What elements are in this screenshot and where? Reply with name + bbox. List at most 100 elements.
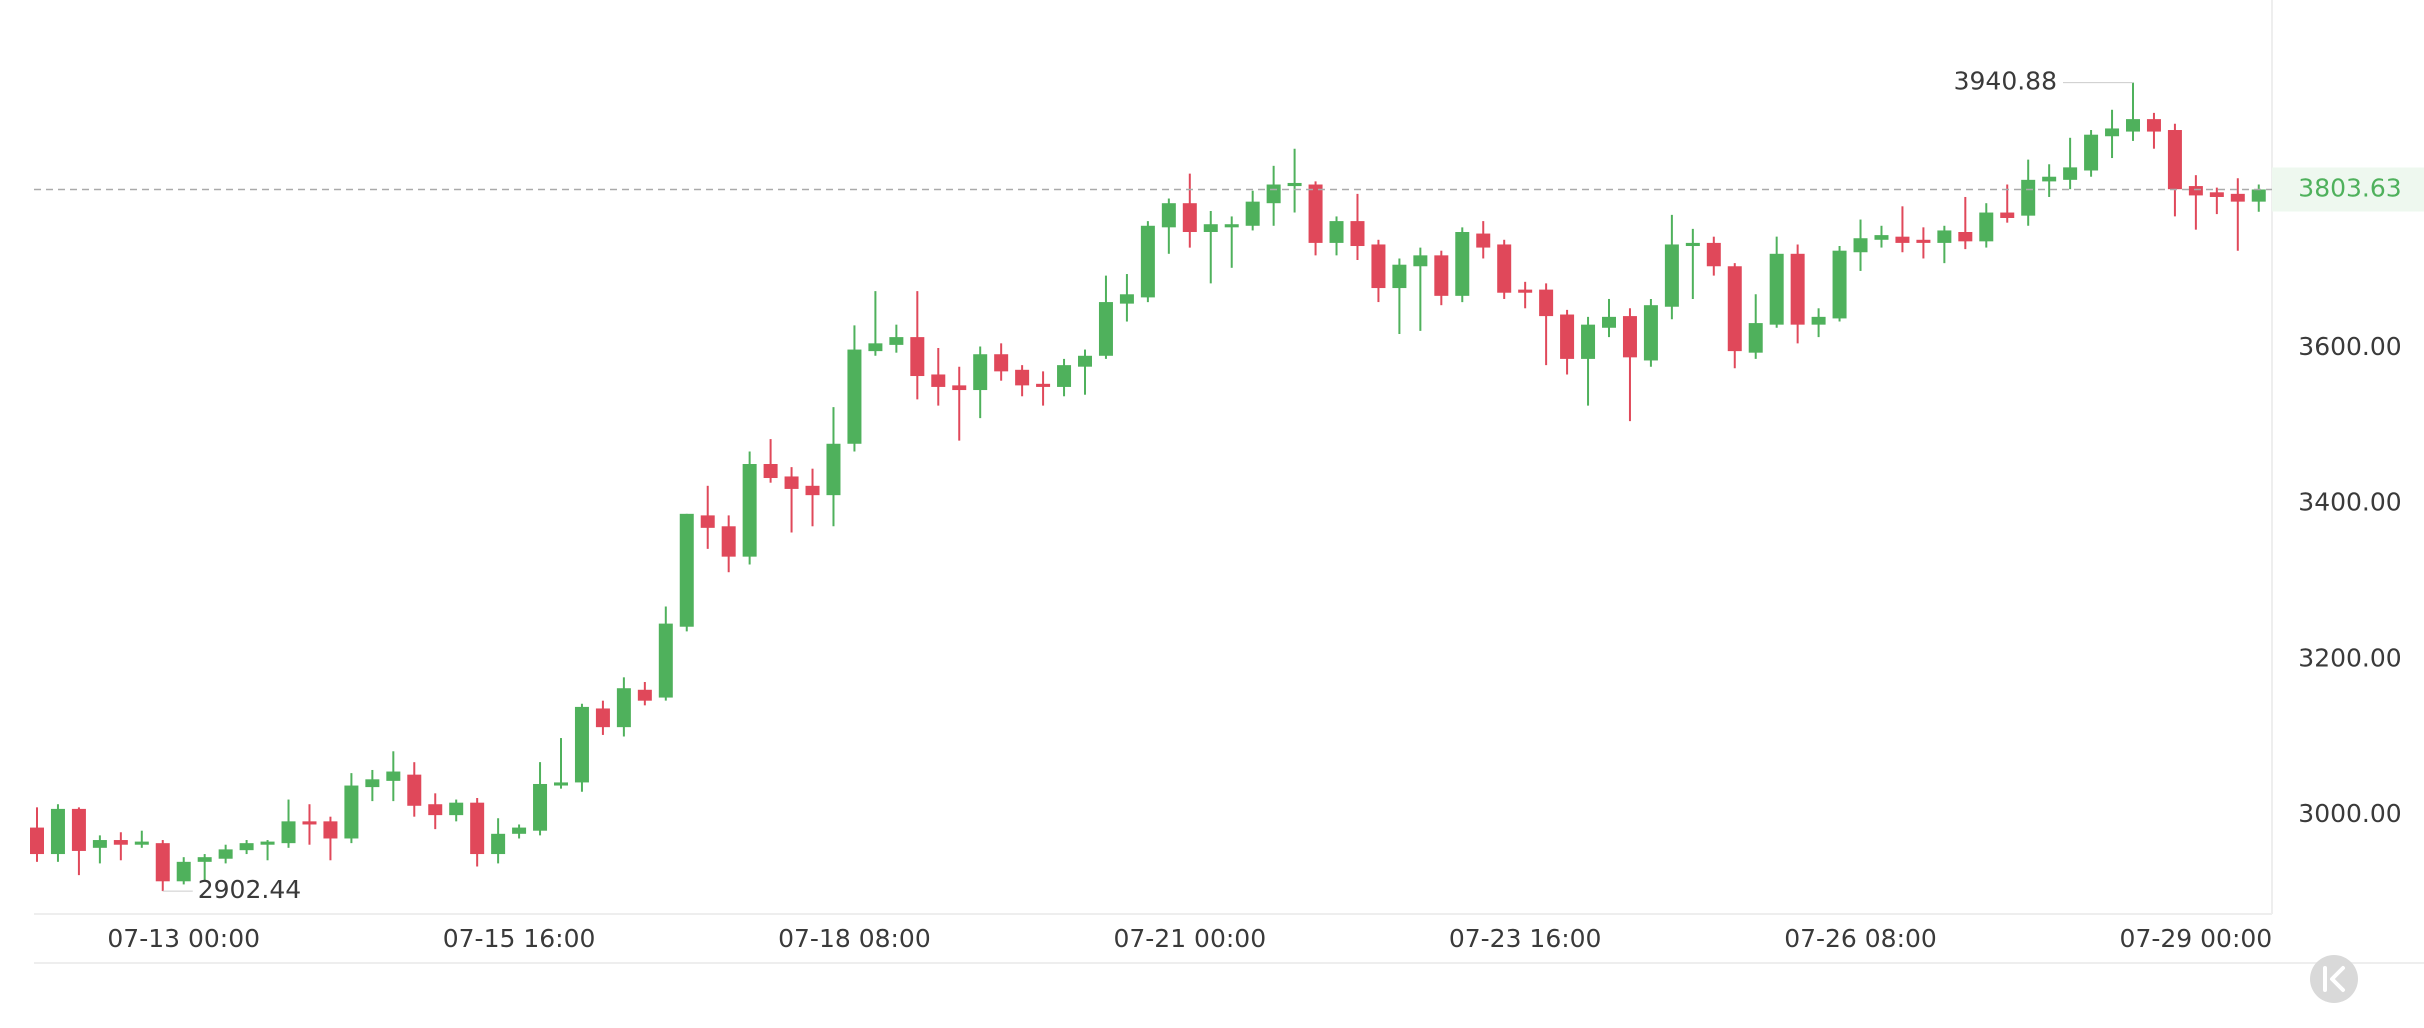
candle-body bbox=[994, 354, 1009, 372]
candle-body bbox=[1916, 239, 1931, 243]
candle-body bbox=[2084, 134, 2099, 171]
candle-body bbox=[323, 821, 338, 839]
candle-body bbox=[2042, 176, 2057, 182]
candle-body bbox=[428, 804, 443, 816]
button-icon[interactable] bbox=[2323, 966, 2345, 992]
candle-body bbox=[2021, 179, 2036, 216]
candle-body bbox=[1518, 289, 1533, 293]
candle-body bbox=[910, 337, 925, 377]
candle-body bbox=[763, 464, 778, 479]
candle-body bbox=[302, 821, 317, 825]
candle-body bbox=[847, 349, 862, 444]
candle-body bbox=[868, 343, 883, 352]
candle-body bbox=[2126, 119, 2140, 132]
x-tick-label: 07-15 16:00 bbox=[443, 924, 596, 953]
candle-body bbox=[1832, 250, 1847, 319]
candle-body bbox=[2230, 193, 2245, 202]
candle-body bbox=[1329, 221, 1344, 243]
candle-body bbox=[512, 827, 527, 834]
scroll-to-start-button[interactable] bbox=[2310, 955, 2358, 1003]
candle-body bbox=[1979, 212, 1994, 242]
candle-body bbox=[1057, 365, 1072, 387]
low-label: 2902.44 bbox=[198, 875, 301, 904]
x-tick-label: 07-18 08:00 bbox=[778, 924, 931, 953]
x-tick-label: 07-23 16:00 bbox=[1449, 924, 1602, 953]
candle-body bbox=[1727, 266, 1742, 352]
y-tick-label: 3000.00 bbox=[2298, 799, 2401, 828]
candle-body bbox=[1036, 383, 1051, 387]
candle-body bbox=[113, 840, 128, 845]
candle-body bbox=[1937, 230, 1952, 243]
y-tick-label: 3200.00 bbox=[2298, 643, 2401, 672]
candle-body bbox=[239, 843, 254, 851]
candle-body bbox=[1560, 314, 1575, 359]
candle-body bbox=[260, 841, 275, 845]
last-price-bg bbox=[2272, 167, 2424, 212]
candle-body bbox=[554, 782, 568, 786]
candle-body bbox=[595, 708, 610, 728]
candle-body bbox=[616, 688, 631, 728]
candle-body bbox=[1119, 294, 1134, 304]
candle-body bbox=[1602, 316, 1616, 328]
candle-body bbox=[826, 443, 841, 496]
candle-body bbox=[973, 354, 988, 391]
candle-body bbox=[1790, 253, 1805, 325]
candle-body bbox=[1811, 316, 1826, 325]
x-tick-label: 07-21 00:00 bbox=[1113, 924, 1266, 953]
candle-body bbox=[1371, 244, 1386, 289]
candle-body bbox=[1350, 221, 1365, 247]
candle-body bbox=[533, 783, 548, 831]
candle-body bbox=[218, 849, 233, 859]
y-tick-label: 3600.00 bbox=[2298, 332, 2401, 361]
candle-body bbox=[1203, 224, 1218, 233]
candle-body bbox=[2167, 130, 2182, 190]
candle-body bbox=[1769, 253, 1784, 325]
candle-body bbox=[679, 513, 694, 627]
candle-body bbox=[1643, 305, 1658, 361]
candle-body bbox=[1266, 184, 1281, 204]
candle-body bbox=[197, 857, 212, 862]
candle-body bbox=[1581, 324, 1596, 359]
candle-body bbox=[1895, 236, 1910, 243]
candle-body bbox=[1015, 369, 1030, 386]
candle-body bbox=[1874, 235, 1889, 240]
candle-body bbox=[449, 802, 464, 816]
candle-body bbox=[805, 485, 820, 496]
candle-body bbox=[1539, 289, 1554, 317]
candle-body bbox=[1140, 225, 1155, 298]
x-tick-label: 07-29 00:00 bbox=[2120, 924, 2273, 953]
candle-body bbox=[1078, 355, 1092, 367]
candle-body bbox=[637, 689, 652, 701]
candle-body bbox=[1685, 242, 1700, 247]
candle-body bbox=[742, 464, 757, 557]
candle-body bbox=[2063, 167, 2078, 180]
candle-body bbox=[931, 374, 946, 387]
candle-body bbox=[50, 808, 65, 855]
candle-body bbox=[784, 476, 799, 489]
candle-body bbox=[134, 841, 149, 845]
candle-body bbox=[1098, 302, 1113, 356]
candle-body bbox=[2209, 192, 2224, 197]
candle-body bbox=[1748, 323, 1763, 353]
candle-body bbox=[176, 861, 191, 882]
x-tick-label: 07-26 08:00 bbox=[1784, 924, 1937, 953]
candle-body bbox=[1287, 182, 1302, 187]
candle-body bbox=[30, 827, 44, 855]
candle-body bbox=[1497, 244, 1512, 293]
candle-body bbox=[1853, 238, 1868, 253]
candle-body bbox=[71, 808, 86, 851]
candle-body bbox=[700, 515, 715, 528]
candle-body bbox=[155, 843, 170, 882]
candle-body bbox=[889, 337, 904, 345]
candle-body bbox=[1161, 203, 1176, 228]
candle-body bbox=[1434, 255, 1449, 296]
candle-body bbox=[952, 385, 967, 391]
candle-body bbox=[1706, 242, 1721, 267]
candle-body bbox=[1245, 201, 1260, 226]
candle-body bbox=[470, 802, 485, 855]
candle-body bbox=[407, 774, 422, 806]
